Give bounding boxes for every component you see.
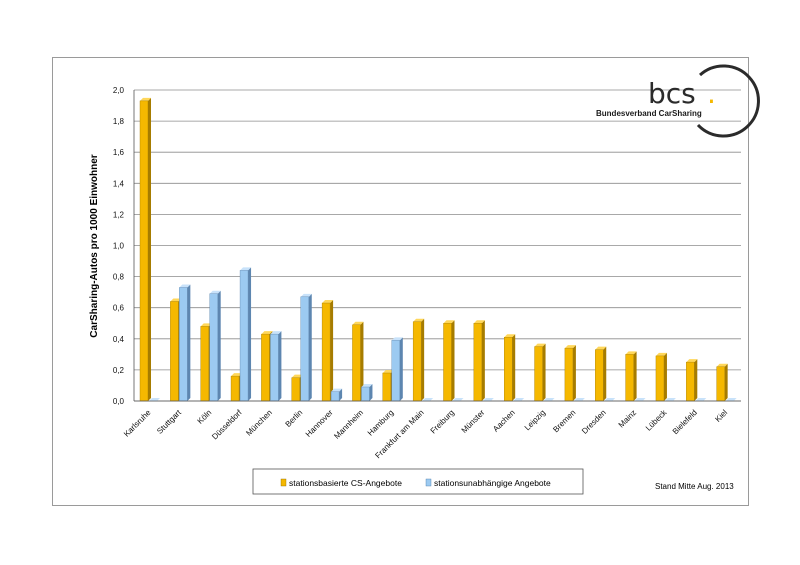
y-tick-label: 0,2 bbox=[113, 366, 125, 375]
bar-stationsbasiert bbox=[716, 363, 728, 402]
y-tick-label: 1,6 bbox=[113, 148, 125, 157]
x-tick-label: Bremen bbox=[551, 408, 577, 434]
x-tick-label: Hannover bbox=[304, 408, 335, 439]
x-tick-label: Berlin bbox=[284, 408, 305, 429]
legend: stationsbasierte CS-Angebote stationsuna… bbox=[252, 468, 584, 495]
bar-stationsbasiert bbox=[564, 345, 576, 402]
bar-stationsbasiert bbox=[412, 318, 425, 402]
logo-dot: . bbox=[707, 77, 716, 110]
bar-stationsunabhaengig bbox=[725, 398, 737, 401]
bar-stationsunabhaengig bbox=[604, 398, 616, 401]
bar-stationsunabhaengig bbox=[209, 290, 221, 402]
axes: 0,0 0,2 0,4 0,6 0,8 1,0 1,2 1,4 1,6 1,8 2,0 Karlsru… bbox=[113, 86, 741, 460]
bar-stationsbasiert bbox=[595, 346, 607, 402]
x-tick-label: Leipzig bbox=[523, 408, 547, 432]
y-tick-label: 2,0 bbox=[113, 86, 125, 95]
bar-stationsunabhaengig bbox=[391, 337, 403, 402]
logo-wordmark: bcs bbox=[648, 77, 696, 110]
x-tick-label: Karlsruhe bbox=[122, 408, 153, 439]
x-tick-label: München bbox=[244, 408, 274, 438]
x-tick-label: Aachen bbox=[491, 408, 517, 434]
bar-stationsunabhaengig bbox=[179, 284, 191, 402]
x-tick-label: Münster bbox=[460, 408, 487, 435]
logo-subtitle: Bundesverband CarSharing bbox=[596, 109, 702, 118]
bar-stationsunabhaengig bbox=[664, 398, 676, 401]
x-tick-label: Hamburg bbox=[366, 408, 396, 438]
x-tick-label: Bielefeld bbox=[671, 408, 699, 436]
y-tick-label: 1,8 bbox=[113, 117, 125, 126]
chart-frame bbox=[52, 57, 749, 506]
bar-stationsunabhaengig bbox=[634, 398, 646, 401]
x-tick-label: Freiburg bbox=[429, 408, 456, 435]
bar-stationsbasiert bbox=[655, 352, 667, 402]
bar-stationsbasiert bbox=[686, 359, 698, 402]
bar-stationsbasiert bbox=[321, 300, 334, 402]
legend-swatch-stationsunabhaengig bbox=[425, 478, 432, 487]
x-tick-label: Stuttgart bbox=[155, 408, 183, 436]
bar-stationsunabhaengig bbox=[361, 384, 373, 402]
bar-stationsunabhaengig bbox=[543, 398, 555, 401]
y-tick-label: 1,0 bbox=[113, 242, 125, 251]
bar-stationsunabhaengig bbox=[452, 398, 464, 401]
bar-stationsbasiert bbox=[534, 343, 546, 402]
bar-stationsunabhaengig bbox=[300, 293, 312, 402]
x-tick-label: Köln bbox=[196, 408, 214, 426]
bar-stationsbasiert bbox=[443, 320, 455, 402]
bar-stationsunabhaengig bbox=[695, 398, 707, 401]
x-tick-label: Kiel bbox=[713, 408, 729, 424]
y-tick-label: 1,2 bbox=[113, 210, 125, 219]
x-tick-label: Dresden bbox=[580, 408, 608, 436]
y-axis-label: CarSharing-Autos pro 1000 Einwohner bbox=[89, 154, 100, 337]
y-tick-label: 0,4 bbox=[113, 335, 125, 344]
bar-stationsunabhaengig bbox=[422, 398, 434, 401]
y-tick-label: 0,8 bbox=[113, 273, 125, 282]
y-tick-label: 0,6 bbox=[113, 304, 125, 313]
bar-stationsbasiert bbox=[625, 351, 637, 402]
legend-label-stationsbasiert: stationsbasierte CS-Angebote bbox=[289, 478, 402, 488]
stand-note: Stand Mitte Aug. 2013 bbox=[655, 482, 734, 491]
bar-stationsunabhaengig bbox=[573, 398, 585, 401]
legend-box bbox=[252, 468, 584, 495]
bar-stationsunabhaengig bbox=[330, 388, 343, 402]
bar-stationsbasiert bbox=[473, 320, 485, 402]
bar-stationsbasiert bbox=[139, 97, 151, 402]
bar-stationsunabhaengig bbox=[239, 267, 252, 402]
grid bbox=[134, 89, 741, 402]
bar-stationsunabhaengig bbox=[270, 331, 282, 402]
logo-arc-icon bbox=[696, 64, 760, 138]
y-tick-label: 1,4 bbox=[113, 179, 125, 188]
x-tick-label: Lübeck bbox=[644, 407, 669, 432]
legend-label-stationsunabhaengig: stationsunabhängige Angebote bbox=[434, 478, 551, 488]
bar-stationsunabhaengig bbox=[149, 398, 160, 401]
bars bbox=[139, 97, 737, 402]
y-tick-label: 0,0 bbox=[113, 397, 125, 406]
x-tick-label: Mainz bbox=[617, 408, 638, 429]
bar-stationsunabhaengig bbox=[482, 398, 494, 401]
legend-swatch-stationsbasiert bbox=[280, 478, 287, 487]
x-tick-label: Düsseldorf bbox=[210, 408, 244, 442]
bcs-logo: bcs . Bundesverband CarSharing bbox=[596, 64, 760, 138]
bar-stationsunabhaengig bbox=[513, 398, 525, 401]
x-tick-label: Mannheim bbox=[332, 408, 365, 441]
bar-stationsbasiert bbox=[504, 334, 516, 402]
